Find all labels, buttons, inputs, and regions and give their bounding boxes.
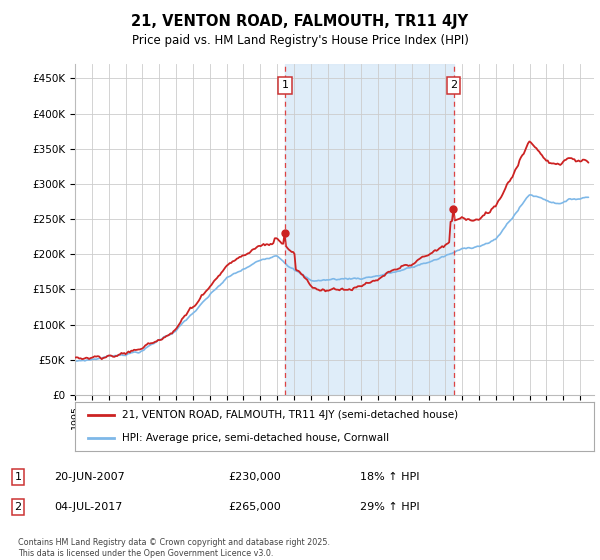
Text: 20-JUN-2007: 20-JUN-2007 — [54, 472, 125, 482]
Text: 18% ↑ HPI: 18% ↑ HPI — [360, 472, 419, 482]
Text: 1: 1 — [281, 81, 289, 91]
Text: HPI: Average price, semi-detached house, Cornwall: HPI: Average price, semi-detached house,… — [122, 433, 389, 444]
Text: 21, VENTON ROAD, FALMOUTH, TR11 4JY: 21, VENTON ROAD, FALMOUTH, TR11 4JY — [131, 14, 469, 29]
Text: 21, VENTON ROAD, FALMOUTH, TR11 4JY (semi-detached house): 21, VENTON ROAD, FALMOUTH, TR11 4JY (sem… — [122, 410, 458, 421]
Bar — [285, 64, 454, 395]
Text: 2: 2 — [450, 81, 457, 91]
Text: 2: 2 — [14, 502, 22, 512]
Text: 1: 1 — [14, 472, 22, 482]
Text: £230,000: £230,000 — [228, 472, 281, 482]
Text: This data is licensed under the Open Government Licence v3.0.: This data is licensed under the Open Gov… — [18, 549, 274, 558]
Text: 04-JUL-2017: 04-JUL-2017 — [54, 502, 122, 512]
Text: Contains HM Land Registry data © Crown copyright and database right 2025.: Contains HM Land Registry data © Crown c… — [18, 538, 330, 547]
Text: £265,000: £265,000 — [228, 502, 281, 512]
Text: 29% ↑ HPI: 29% ↑ HPI — [360, 502, 419, 512]
Text: Price paid vs. HM Land Registry's House Price Index (HPI): Price paid vs. HM Land Registry's House … — [131, 34, 469, 46]
